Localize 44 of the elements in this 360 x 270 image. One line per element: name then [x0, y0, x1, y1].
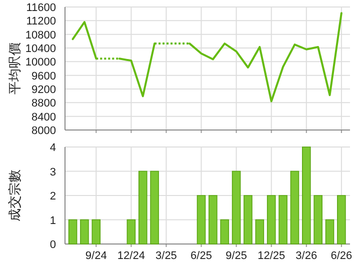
bar — [208, 195, 218, 244]
y-axis-title: 成交宗數 — [7, 170, 22, 222]
x-tick-label: 3/25 — [156, 250, 177, 262]
bar — [138, 170, 148, 244]
bar — [244, 195, 252, 244]
x-tick-label: 6/26 — [330, 250, 352, 262]
y-tick-label: 4 — [50, 142, 56, 154]
bar — [325, 219, 334, 244]
x-tick-label: 3/26 — [296, 250, 318, 262]
bar — [290, 170, 300, 244]
y-tick-label: 8400 — [32, 111, 56, 124]
y-tick-label: 11600 — [26, 2, 56, 14]
bar — [266, 195, 276, 244]
x-tick-label: 9/24 — [85, 250, 107, 262]
bar — [220, 219, 230, 244]
x-tick-label: 9/25 — [226, 250, 248, 262]
bar — [302, 146, 311, 244]
y-tick-label: 8800 — [32, 98, 56, 110]
bar — [126, 219, 136, 244]
x-tick-label: 6/25 — [190, 250, 212, 262]
y-tick-label: 8000 — [32, 125, 56, 137]
y-tick-label: 10000 — [25, 56, 56, 69]
y-tick-label: 10800 — [25, 29, 56, 42]
y-tick-label: 3 — [50, 166, 56, 178]
y-tick-label: 0 — [50, 239, 56, 251]
bar — [80, 219, 89, 244]
y-tick-label: 10400 — [25, 43, 56, 55]
bar — [196, 195, 206, 244]
bar — [255, 219, 264, 244]
bar — [278, 195, 288, 244]
bar — [92, 219, 101, 244]
y-tick-label: 2 — [50, 190, 56, 202]
y-tick-label: 1 — [50, 214, 56, 227]
bar — [150, 170, 159, 244]
x-tick-label: 12/24 — [117, 250, 145, 262]
y-tick-label: 9200 — [32, 84, 56, 96]
bar — [314, 195, 322, 244]
y-axis-title: 平均呎價 — [7, 42, 22, 94]
bar — [337, 195, 346, 244]
bar — [68, 219, 78, 244]
y-tick-label: 11200 — [26, 16, 56, 28]
bar — [232, 170, 241, 244]
x-tick-label: 12/25 — [258, 250, 286, 262]
y-tick-label: 9600 — [32, 70, 56, 82]
